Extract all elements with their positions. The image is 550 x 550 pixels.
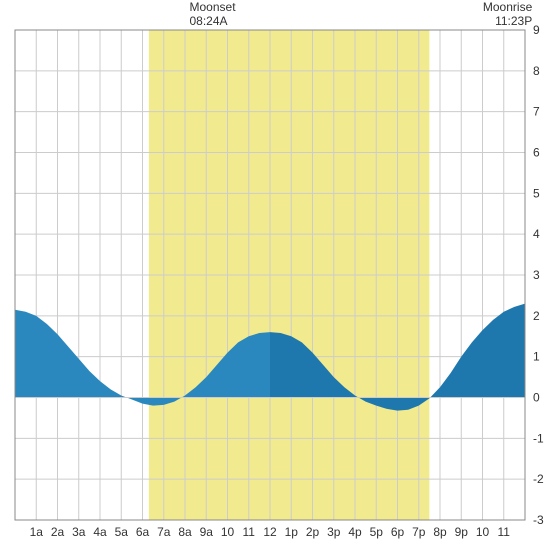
- moonrise-title: Moonrise: [483, 0, 532, 14]
- x-tick-label: 2a: [51, 525, 65, 539]
- y-tick-label: 0: [533, 391, 540, 405]
- moonset-time: 08:24A: [190, 14, 228, 28]
- x-tick-label: 2p: [306, 525, 320, 539]
- chart-svg: 1a2a3a4a5a6a7a8a9a1011121p2p3p4p5p6p7p8p…: [0, 0, 550, 550]
- moonset-annotation: Moonset 08:24A: [190, 0, 236, 29]
- x-tick-label: 10: [221, 525, 235, 539]
- y-tick-label: 5: [533, 186, 540, 200]
- y-tick-label: -1: [533, 431, 544, 445]
- x-tick-label: 10: [476, 525, 490, 539]
- moonrise-annotation: Moonrise 11:23P: [483, 0, 532, 29]
- x-tick-label: 1p: [285, 525, 299, 539]
- x-tick-label: 4a: [93, 525, 107, 539]
- x-tick-label: 11: [498, 525, 511, 539]
- y-tick-label: 2: [533, 309, 540, 323]
- x-tick-label: 4p: [348, 525, 362, 539]
- x-tick-label: 7a: [157, 525, 171, 539]
- x-tick-label: 5a: [115, 525, 129, 539]
- x-tick-label: 8p: [433, 525, 447, 539]
- x-tick-label: 3p: [327, 525, 341, 539]
- x-tick-label: 9a: [200, 525, 214, 539]
- y-tick-label: 3: [533, 268, 540, 282]
- moonset-title: Moonset: [190, 0, 236, 14]
- x-tick-label: 3a: [72, 525, 86, 539]
- x-tick-label: 8a: [178, 525, 192, 539]
- x-tick-label: 6p: [391, 525, 405, 539]
- y-tick-label: 1: [533, 350, 540, 364]
- x-tick-label: 12: [263, 525, 277, 539]
- x-tick-label: 11: [243, 525, 256, 539]
- tide-chart: Moonset 08:24A Moonrise 11:23P 1a 2a 3a 4a 5…: [0, 0, 550, 550]
- moonrise-time: 11:23P: [495, 14, 532, 28]
- y-tick-label: -2: [533, 472, 544, 486]
- y-tick-label: 9: [533, 23, 540, 37]
- y-tick-label: -3: [533, 513, 544, 527]
- x-tick-label: 1a: [30, 525, 44, 539]
- y-tick-label: 4: [533, 227, 540, 241]
- y-tick-label: 8: [533, 64, 540, 78]
- x-tick-label: 6a: [136, 525, 150, 539]
- x-tick-label: 7p: [412, 525, 426, 539]
- y-tick-label: 6: [533, 146, 540, 160]
- x-tick-label: 9p: [455, 525, 469, 539]
- x-tick-label: 5p: [370, 525, 384, 539]
- y-tick-label: 7: [533, 105, 540, 119]
